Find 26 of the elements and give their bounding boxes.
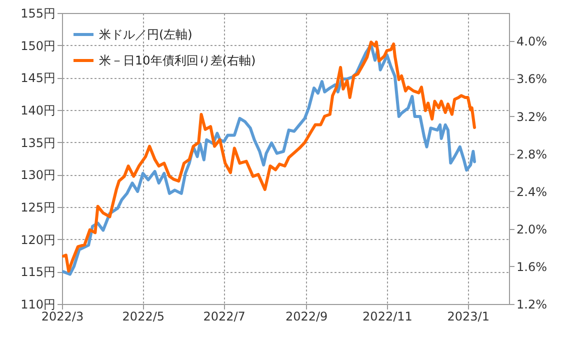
y-tick-label: 120円 <box>20 232 56 247</box>
y2-tick-label: 2.0% <box>516 222 547 236</box>
legend-label: 米－日10年債利回り差(右軸) <box>99 54 256 68</box>
y2-tick-label: 3.6% <box>516 72 547 86</box>
legend-label: 米ドル／円(左軸) <box>99 28 192 42</box>
y-tick-label: 135円 <box>20 136 56 150</box>
y2-tick-label: 2.8% <box>516 147 547 162</box>
y-tick-label: 150円 <box>20 38 56 53</box>
x-tick-label: 2022/11 <box>362 310 412 324</box>
y-tick-label: 110円 <box>20 298 56 312</box>
x-tick-label: 2022/3 <box>41 310 84 324</box>
y-tick-label: 145円 <box>20 71 56 86</box>
y-tick-label: 140円 <box>20 104 56 118</box>
y2-tick-label: 1.2% <box>516 298 547 312</box>
y-tick-label: 130円 <box>20 168 56 182</box>
y-tick-label: 125円 <box>20 200 56 214</box>
y2-tick-label: 2.4% <box>516 184 547 199</box>
y2-tick-label: 4.0% <box>516 34 547 49</box>
x-tick-label: 2022/5 <box>122 310 165 324</box>
x-tick-label: 2023/1 <box>447 310 490 324</box>
y2-tick-label: 3.2% <box>516 110 547 124</box>
y2-tick-label: 1.6% <box>516 260 547 274</box>
x-tick-label: 2022/9 <box>285 310 328 324</box>
y-tick-label: 155円 <box>20 6 56 20</box>
x-tick-label: 2022/7 <box>203 310 246 324</box>
y-tick-label: 115円 <box>20 265 56 280</box>
